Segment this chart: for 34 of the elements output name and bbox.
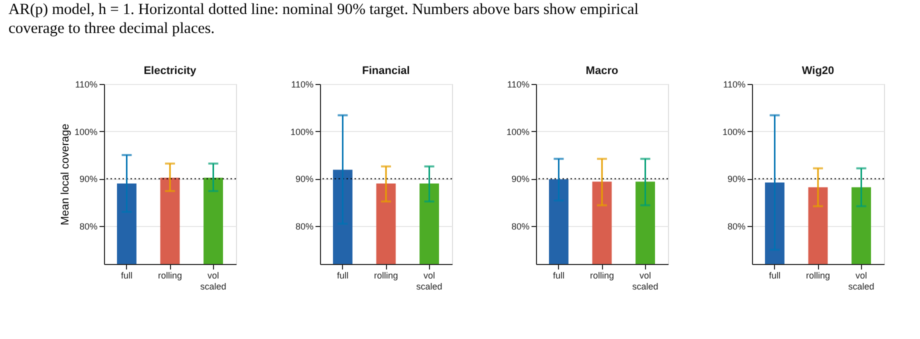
y-tick-label: 90%	[727, 174, 746, 184]
y-tick-label: 90%	[79, 174, 98, 184]
x-tick-label: rolling	[806, 270, 830, 280]
x-tick-label: vol scaled	[848, 270, 874, 292]
y-tick-label: 110%	[723, 80, 746, 90]
y-tick-label: 90%	[511, 174, 530, 184]
chart-title: Wig20	[802, 65, 834, 77]
x-tick-label: vol scaled	[632, 270, 658, 292]
y-tick-label: 80%	[79, 222, 98, 232]
x-tick-label: full	[120, 270, 132, 280]
x-tick-label: rolling	[158, 270, 182, 280]
y-tick-label: 80%	[727, 222, 746, 232]
chart-title: Electricity	[144, 65, 198, 77]
y-axis-title: Mean local coverage	[59, 124, 72, 226]
x-tick-label: vol scaled	[200, 270, 226, 292]
y-tick-label: 100%	[506, 126, 530, 137]
x-tick-label: vol scaled	[416, 270, 442, 292]
y-tick-label: 80%	[295, 222, 314, 232]
y-tick-label: 90%	[295, 174, 314, 184]
y-tick-label: 110%	[75, 80, 98, 90]
text: AR(p) model, h = 1. Horizontal dotted line: nominal 90% target. Numbers above bars show empirical coverage to three decimal places.	[8, 1, 639, 37]
y-tick-label: 110%	[507, 80, 530, 90]
chart-title: Macro	[586, 65, 618, 77]
x-tick-label: rolling	[374, 270, 398, 280]
chart-title: Financial	[362, 65, 410, 77]
x-tick-label: rolling	[590, 270, 614, 280]
y-tick-label: 100%	[722, 126, 746, 137]
y-tick-label: 110%	[291, 80, 314, 90]
x-tick-label: full	[336, 270, 348, 280]
x-tick-label: full	[552, 270, 564, 280]
y-tick-label: 100%	[74, 126, 98, 137]
x-tick-label: full	[768, 270, 780, 280]
y-tick-label: 80%	[511, 222, 530, 232]
y-tick-label: 100%	[290, 126, 314, 137]
